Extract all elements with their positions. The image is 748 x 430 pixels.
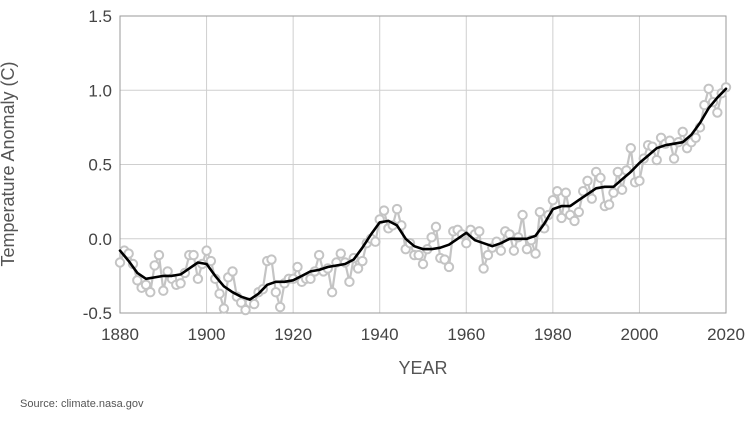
x-tick-label: 1880 (101, 325, 139, 344)
annual-mean-point (517, 209, 528, 221)
annual-mean-point (175, 278, 186, 289)
annual-mean-point (712, 107, 723, 118)
annual-mean-point (534, 206, 546, 218)
annual-mean-point (703, 83, 714, 94)
annual-mean-point (205, 255, 217, 267)
annual-mean-point (551, 186, 563, 197)
annual-mean-point (616, 184, 628, 195)
annual-mean-point (292, 261, 303, 273)
annual-mean-point (218, 303, 230, 314)
annual-mean-point (158, 285, 169, 296)
annual-mean-point (378, 205, 390, 216)
annual-mean-point (192, 273, 204, 285)
annual-mean-point (391, 203, 403, 215)
y-tick-label: 1.5 (88, 7, 112, 26)
x-tick-label: 1960 (447, 325, 485, 344)
x-axis-title: YEAR (398, 358, 447, 378)
annual-mean-point (569, 215, 580, 227)
annual-mean-point (573, 206, 585, 218)
annual-mean-point (595, 172, 606, 184)
annual-mean-point (274, 301, 286, 313)
annual-mean-point (504, 229, 515, 240)
annual-mean-point (132, 275, 143, 286)
y-tick-labels: -0.5 0.0 0.5 1.0 1.5 (83, 7, 112, 323)
annual-mean-point (677, 126, 688, 138)
annual-mean-point (586, 193, 598, 204)
y-tick-label: -0.5 (83, 304, 112, 323)
annual-mean-point (188, 249, 199, 261)
annual-mean-point (521, 243, 533, 255)
annual-mean-point (634, 175, 645, 187)
annual-mean-point (513, 232, 524, 243)
annual-mean-point (439, 254, 450, 265)
annual-mean-point (313, 249, 325, 261)
annual-mean-point (240, 304, 251, 316)
y-tick-label: 0.0 (88, 230, 112, 249)
annual-mean-point (603, 199, 615, 210)
annual-mean-point (482, 249, 494, 261)
annual-mean-point (577, 186, 589, 197)
annual-mean-point (214, 288, 225, 299)
annual-mean-point (357, 255, 368, 267)
annual-mean-point (370, 236, 381, 247)
annual-mean-point (227, 266, 238, 277)
x-tick-label: 1900 (188, 325, 226, 344)
source-note: Source: climate.nasa.gov (20, 398, 144, 410)
series-layer (114, 82, 732, 316)
annual-mean-point (699, 99, 710, 111)
annual-mean-point (149, 260, 160, 271)
annual-mean-point (123, 248, 134, 259)
annual-mean-point (508, 245, 520, 256)
annual-mean-point (608, 187, 619, 198)
annual-mean-point (582, 175, 593, 187)
x-tick-label: 2000 (621, 325, 659, 344)
plot-frame (119, 15, 727, 314)
annual-mean-point (556, 212, 567, 224)
annual-mean-point (417, 258, 429, 270)
annual-mean-point (530, 248, 541, 259)
x-tick-labels: 1880 1900 1920 1940 1960 1980 2000 2020 (101, 325, 745, 344)
annual-mean-point (478, 263, 489, 274)
y-tick-label: 1.0 (88, 81, 112, 100)
annual-mean-point (305, 273, 316, 285)
annual-mean-point (201, 245, 212, 256)
x-tick-label: 1920 (274, 325, 312, 344)
annual-mean-point (145, 287, 156, 298)
annual-mean-point (651, 154, 662, 166)
annual-mean-point (560, 187, 572, 198)
annual-mean-point (266, 254, 277, 265)
annual-mean-point (248, 298, 260, 310)
annual-mean-point (344, 276, 355, 288)
annual-mean-point (612, 166, 623, 178)
annual-mean-point (153, 249, 165, 261)
x-tick-label: 1940 (361, 325, 399, 344)
annual-mean-point (474, 226, 485, 237)
y-axis-title: Temperature Anomaly (C) (0, 61, 18, 266)
annual-mean-point (413, 249, 424, 261)
annual-mean-point (140, 279, 152, 290)
annual-mean-point (352, 263, 364, 274)
annual-mean-point (495, 245, 507, 256)
annual-mean-point (625, 142, 636, 154)
annual-mean-point (547, 194, 559, 206)
annual-mean-point (690, 132, 701, 143)
lowess-smoothing-line (118, 87, 728, 301)
x-tick-label: 2020 (707, 325, 745, 344)
annual-mean-point (426, 232, 437, 243)
x-tick-label: 1980 (534, 325, 572, 344)
y-tick-label: 0.5 (88, 156, 112, 175)
annual-mean-point (461, 238, 472, 249)
annual-mean-point (326, 287, 338, 298)
annual-mean-point (114, 257, 126, 268)
annual-mean-point (443, 261, 455, 273)
annual-mean-point (270, 287, 282, 298)
annual-mean-point (668, 153, 680, 164)
annual-mean-point (335, 248, 346, 259)
annual-mean-point (430, 221, 442, 233)
